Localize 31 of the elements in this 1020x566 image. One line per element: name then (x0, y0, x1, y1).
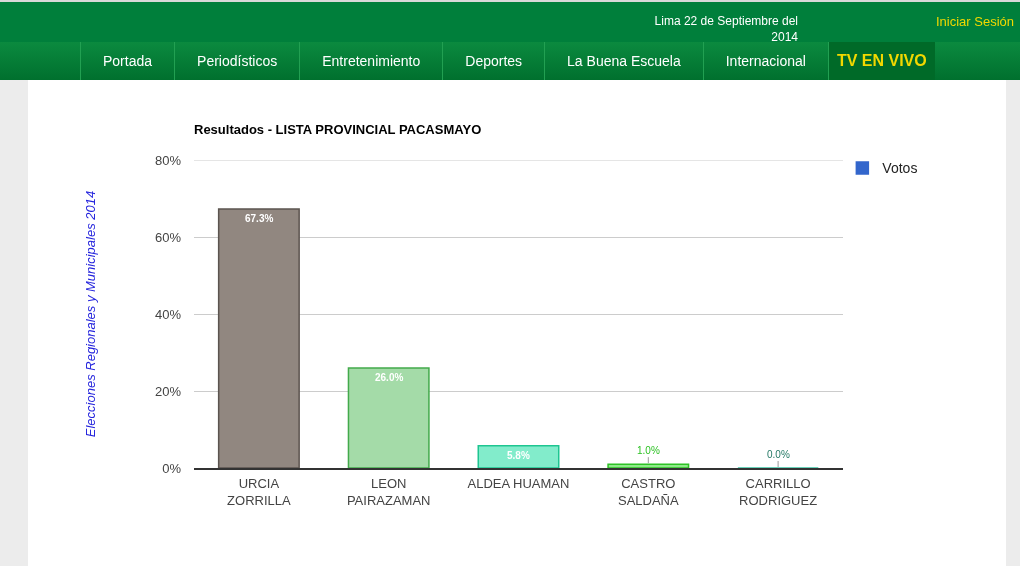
data-label: 0.0% (767, 449, 790, 460)
bar (477, 444, 560, 468)
text: Votos (882, 160, 918, 177)
text: Portada (80, 42, 175, 80)
y-axis-title: Elecciones Regionales y Municipales 2014 (82, 190, 98, 438)
bar (347, 367, 430, 468)
x-tick-label: CARRILLO RODRIGUEZ (739, 476, 818, 509)
data-label: 1.0% (637, 445, 660, 456)
y-tick-label: 60% (154, 229, 182, 245)
y-tick-label: 40% (154, 306, 182, 322)
y-tick-label: 0% (162, 460, 182, 476)
data-label: 26.0% (375, 372, 404, 383)
y-tick-label: 20% (154, 383, 182, 399)
x-tick-label: CASTRO SALDAÑA (617, 476, 679, 509)
x-tick-label: ALDEA HUAMAN (467, 476, 570, 492)
chart-title: Resultados - LISTA PROVINCIAL PACASMAYO (194, 121, 482, 137)
bar (217, 208, 300, 468)
text: Internacional (725, 53, 806, 69)
text: TV EN VIVO (827, 42, 935, 80)
text: Periodísticos (174, 42, 300, 80)
x-tick-label: LEON PAIRAZAMAN (346, 476, 431, 509)
x-tick-label: URCIA ZORRILLA (227, 476, 292, 509)
text: Entretenimiento (299, 42, 443, 80)
text: Iniciar Sesión (936, 14, 1015, 29)
y-tick-label: 80% (154, 152, 182, 168)
bar (607, 463, 690, 468)
text: Deportes (442, 42, 545, 80)
data-label: 5.8% (507, 450, 530, 461)
text: Lima 22 de Septiembre del 2014 (653, 13, 798, 45)
data-label: 67.3% (245, 213, 274, 224)
text: La Buena Escuela (544, 42, 703, 80)
